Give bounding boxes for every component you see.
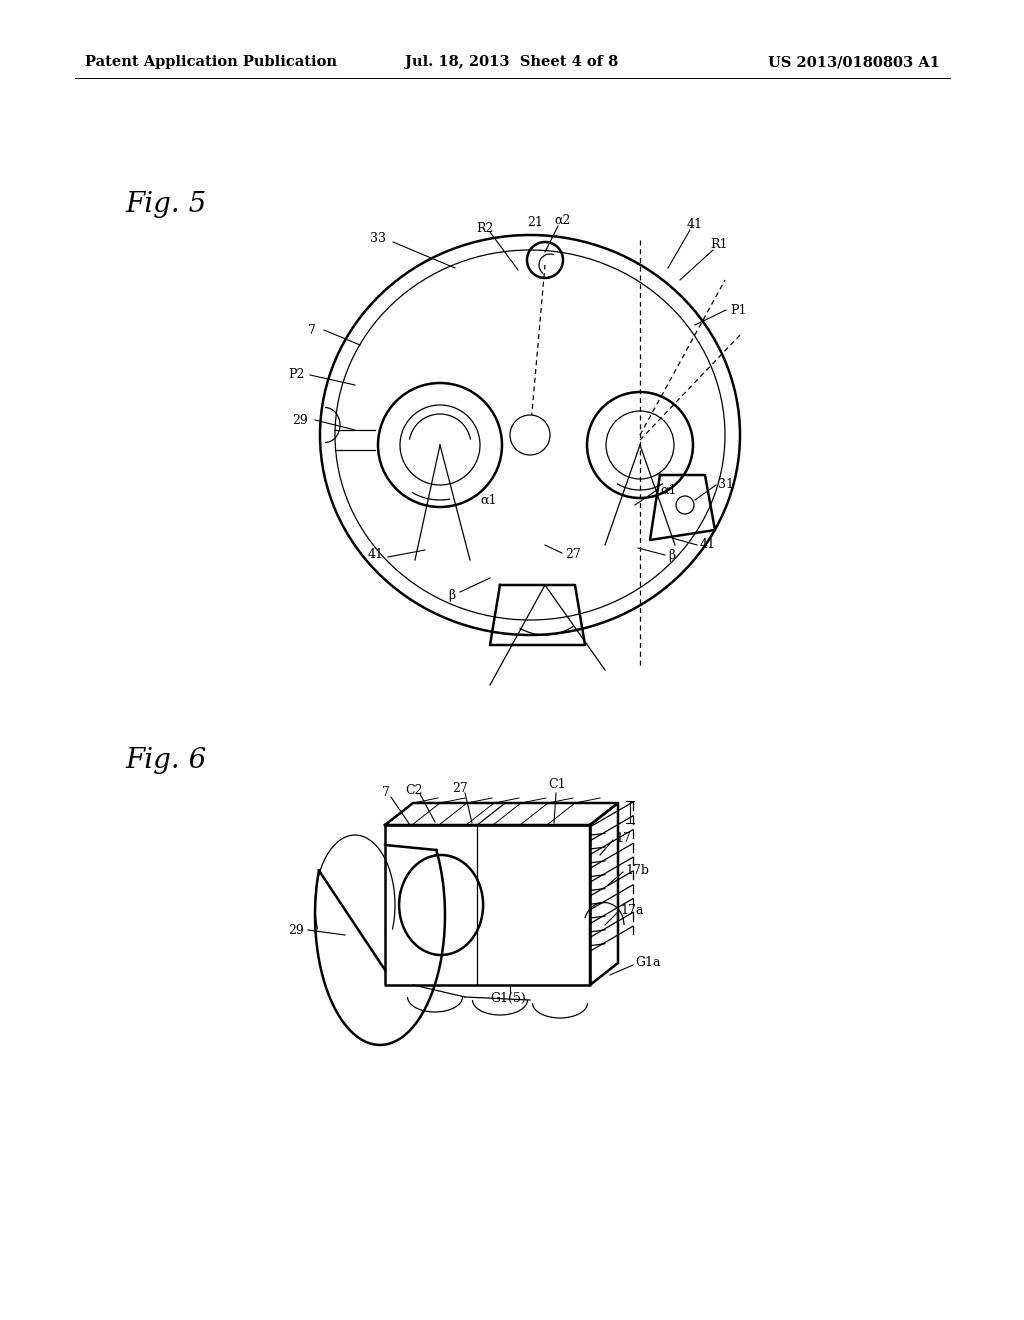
Text: P1: P1 bbox=[730, 304, 746, 317]
Text: P2: P2 bbox=[288, 368, 304, 381]
Text: β: β bbox=[449, 589, 456, 602]
Text: 27: 27 bbox=[565, 549, 581, 561]
Text: 21: 21 bbox=[527, 215, 543, 228]
Text: R1: R1 bbox=[710, 239, 727, 252]
Text: 31: 31 bbox=[718, 479, 734, 491]
Text: US 2013/0180803 A1: US 2013/0180803 A1 bbox=[768, 55, 940, 69]
Text: 7: 7 bbox=[382, 787, 390, 800]
Text: α2: α2 bbox=[554, 214, 570, 227]
Text: α1: α1 bbox=[660, 483, 677, 496]
Text: C2: C2 bbox=[406, 784, 423, 796]
Text: 33: 33 bbox=[370, 231, 386, 244]
Text: 41: 41 bbox=[700, 539, 716, 552]
Text: Jul. 18, 2013  Sheet 4 of 8: Jul. 18, 2013 Sheet 4 of 8 bbox=[406, 55, 618, 69]
Text: R2: R2 bbox=[476, 222, 494, 235]
Text: 29: 29 bbox=[288, 924, 304, 936]
Text: α1: α1 bbox=[480, 494, 497, 507]
Ellipse shape bbox=[510, 414, 550, 455]
Text: Fig. 5: Fig. 5 bbox=[125, 191, 206, 219]
Text: 17: 17 bbox=[615, 832, 631, 845]
Text: 7: 7 bbox=[308, 323, 315, 337]
Text: β: β bbox=[668, 549, 675, 561]
Text: 27: 27 bbox=[452, 781, 468, 795]
Text: Fig. 6: Fig. 6 bbox=[125, 747, 206, 774]
Text: 17a: 17a bbox=[620, 903, 643, 916]
Text: G1(5): G1(5) bbox=[490, 991, 525, 1005]
Text: 41: 41 bbox=[368, 549, 384, 561]
Text: C1: C1 bbox=[548, 779, 565, 792]
Text: G1a: G1a bbox=[635, 957, 660, 969]
Text: Patent Application Publication: Patent Application Publication bbox=[85, 55, 337, 69]
Text: 17b: 17b bbox=[625, 863, 649, 876]
Text: 29: 29 bbox=[292, 413, 308, 426]
Text: 41: 41 bbox=[687, 219, 703, 231]
